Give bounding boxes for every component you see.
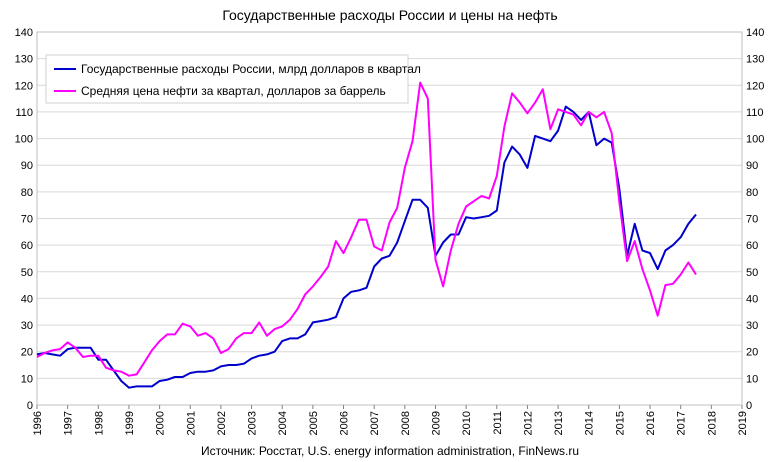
y-tick-label-left: 140 — [15, 27, 33, 39]
y-tick-label-left: 70 — [21, 214, 33, 226]
x-tick-label: 2008 — [400, 411, 412, 435]
x-tick-label: 2000 — [155, 411, 167, 435]
legend-label: Средняя цена нефти за квартал, долларов … — [81, 84, 386, 98]
y-tick-label-left: 120 — [15, 80, 33, 92]
y-tick-label-right: 40 — [746, 293, 758, 305]
legend: Государственные расходы России, млрд дол… — [45, 54, 421, 104]
y-tick-label-right: 120 — [746, 80, 764, 92]
x-tick-label: 2001 — [185, 411, 197, 435]
x-tick-label: 2009 — [430, 411, 442, 435]
x-tick-label: 1997 — [63, 411, 75, 435]
x-tick-label: 2016 — [645, 411, 657, 435]
x-tick-label: 2005 — [308, 411, 320, 435]
y-tick-label-left: 30 — [21, 320, 33, 332]
y-tick-label-left: 0 — [27, 400, 33, 412]
y-tick-label-right: 20 — [746, 347, 758, 359]
y-tick-label-left: 110 — [15, 107, 33, 119]
plot-frame — [36, 31, 743, 406]
x-tick-label: 2004 — [277, 411, 289, 435]
series-line-government-spending — [36, 105, 697, 389]
x-tick-label: 2015 — [614, 411, 626, 435]
y-tick-label-right: 110 — [746, 107, 764, 119]
y-tick-label-left: 10 — [21, 373, 33, 385]
y-tick-label-right: 100 — [746, 134, 764, 146]
source-note: Источник: Росстат, U.S. energy informati… — [201, 444, 579, 458]
chart-title: Государственные расходы России и цены на… — [222, 7, 557, 23]
legend-label: Государственные расходы России, млрд дол… — [81, 62, 421, 76]
y-tick-label-right: 50 — [746, 267, 758, 279]
x-tick-label: 2010 — [461, 411, 473, 435]
x-tick-label: 2011 — [492, 411, 504, 435]
y-tick-label-left: 40 — [21, 293, 33, 305]
x-tick-label: 2002 — [216, 411, 228, 435]
x-tick-label: 1999 — [124, 411, 136, 435]
series-line-oil-price — [36, 81, 697, 377]
x-tick-label: 2007 — [369, 411, 381, 435]
x-tick-label: 2006 — [339, 411, 351, 435]
y-tick-label-right: 60 — [746, 240, 758, 252]
axes: 0 0 10 10 20 20 30 30 40 40 50 50 60 60 70 70 80 80 90 90 10… — [15, 27, 765, 435]
y-tick-label-left: 80 — [21, 187, 33, 199]
y-tick-label-left: 100 — [15, 134, 33, 146]
y-tick-label-left: 60 — [21, 240, 33, 252]
x-tick-label: 2013 — [553, 411, 565, 435]
y-tick-label-left: 20 — [21, 347, 33, 359]
x-tick-label: 1998 — [93, 411, 105, 435]
y-tick-label-right: 80 — [746, 187, 758, 199]
y-tick-label-right: 90 — [746, 160, 758, 172]
y-tick-label-left: 90 — [21, 160, 33, 172]
y-tick-label-right: 70 — [746, 214, 758, 226]
y-tick-label-right: 30 — [746, 320, 758, 332]
x-tick-label: 2003 — [247, 411, 259, 435]
legend-box — [45, 54, 409, 104]
y-tick-label-right: 0 — [746, 400, 752, 412]
y-tick-label-right: 140 — [746, 27, 764, 39]
series-group — [36, 81, 697, 389]
x-tick-label: 2014 — [584, 411, 596, 435]
x-tick-label: 2012 — [522, 411, 534, 435]
x-tick-label: 2017 — [676, 411, 688, 435]
y-tick-label-left: 50 — [21, 267, 33, 279]
y-tick-label-left: 130 — [15, 54, 33, 66]
x-tick-label: 1996 — [32, 411, 44, 435]
x-tick-label: 2018 — [706, 411, 718, 435]
x-tick-label: 2019 — [737, 411, 749, 435]
y-tick-label-right: 130 — [746, 54, 764, 66]
y-tick-label-right: 10 — [746, 373, 758, 385]
